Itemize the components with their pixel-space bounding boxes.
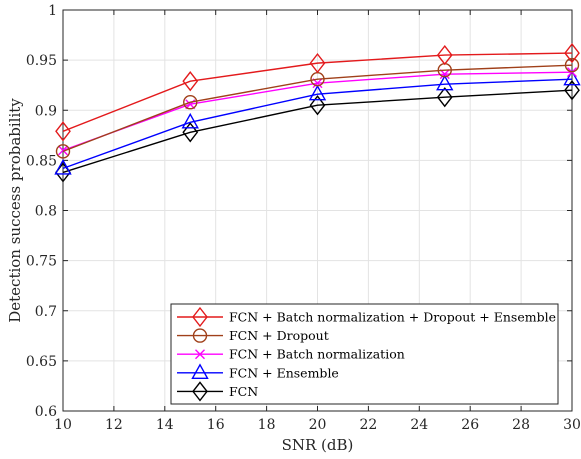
legend-label: FCN + Batch normalization <box>229 347 405 362</box>
data-point <box>309 52 326 74</box>
y-tick-label: 0.65 <box>26 354 57 370</box>
data-point <box>55 121 71 142</box>
legend-label: FCN + Batch normalization + Dropout + En… <box>229 310 556 325</box>
series-line <box>62 64 573 153</box>
legend-swatch-marker <box>191 363 209 379</box>
series-4 <box>54 69 581 175</box>
data-point <box>55 144 71 159</box>
series-5 <box>55 80 580 183</box>
data-point <box>309 95 326 116</box>
y-axis-label: Detection success probability <box>6 98 24 323</box>
data-point <box>308 84 327 101</box>
data-point <box>436 44 453 66</box>
series-2 <box>55 57 580 159</box>
series-line <box>62 89 573 174</box>
x-tick-label: 28 <box>512 417 530 433</box>
legend-entry: FCN <box>177 381 258 402</box>
legend-box <box>170 303 559 405</box>
data-point <box>54 158 72 175</box>
series-line <box>62 78 573 170</box>
x-tick-label: 16 <box>207 417 225 433</box>
data-point <box>182 71 199 92</box>
legend-swatch-marker <box>192 381 208 402</box>
data-point <box>564 42 580 64</box>
y-tick-label: 0.95 <box>26 53 57 69</box>
data-point <box>181 112 199 129</box>
legend-entry: FCN + Batch normalization <box>177 347 405 362</box>
legend-label: FCN + Ensemble <box>229 365 339 380</box>
data-point <box>563 69 581 86</box>
x-axis-label: SNR (dB) <box>282 436 354 454</box>
data-point <box>439 69 450 80</box>
x-tick-label: 18 <box>258 417 276 433</box>
data-point <box>436 74 454 91</box>
legend-label: FCN + Dropout <box>229 328 329 343</box>
series-line <box>62 52 573 132</box>
data-point <box>58 145 68 156</box>
data-point <box>436 87 453 108</box>
series-1 <box>55 42 580 142</box>
axis-ticks: 10 12 14 16 18 20 22 24 26 28 30 0.6 0.65 0.7 0.75 0.8 0… <box>26 3 581 433</box>
y-tick-label: 0.85 <box>26 153 57 169</box>
legend-entry: FCN + Dropout <box>177 328 329 343</box>
legend-swatch-marker <box>192 328 208 343</box>
x-tick-label: 22 <box>359 417 377 433</box>
legend-label: FCN <box>229 384 258 399</box>
y-tick-label: 1 <box>48 3 57 19</box>
x-tick-label: 26 <box>461 417 479 433</box>
x-tick-label: 10 <box>54 417 72 433</box>
data-point <box>183 95 198 110</box>
legend-swatch-marker <box>195 349 205 360</box>
x-tick-label: 24 <box>410 417 428 433</box>
y-tick-label: 0.7 <box>35 304 57 320</box>
x-tick-label: 30 <box>563 417 581 433</box>
data-point <box>182 122 199 143</box>
y-tick-label: 0.8 <box>35 204 57 220</box>
legend-swatch-marker <box>192 306 208 328</box>
legend-entry: FCN + Batch normalization + Dropout + En… <box>177 306 556 328</box>
data-point <box>564 57 580 73</box>
y-tick-label: 0.75 <box>26 254 57 270</box>
x-tick-label: 14 <box>156 417 174 433</box>
x-tick-label: 12 <box>105 417 123 433</box>
data-point <box>564 80 580 101</box>
y-tick-label: 0.9 <box>35 103 57 119</box>
y-tick-label: 0.6 <box>35 404 57 420</box>
legend: FCN + Batch normalization + Dropout + En… <box>170 303 559 405</box>
x-tick-label: 20 <box>309 417 327 433</box>
legend-entry: FCN + Ensemble <box>177 363 339 380</box>
series-layer <box>54 42 581 183</box>
